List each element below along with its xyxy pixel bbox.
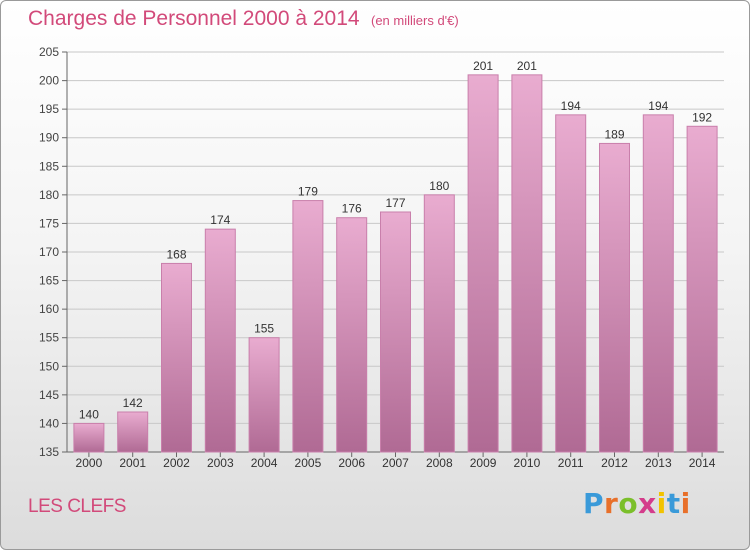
proxiti-logo: Proxiti <box>583 487 691 520</box>
y-tick-label: 205 <box>39 45 59 59</box>
bar-value-label: 194 <box>648 99 668 113</box>
y-tick-label: 185 <box>39 159 59 173</box>
logo-letter: P <box>583 487 605 520</box>
y-tick-label: 195 <box>39 102 59 116</box>
logo-letter: o <box>618 487 639 520</box>
bar-value-label: 177 <box>385 196 405 210</box>
x-tick-label: 2000 <box>76 456 103 470</box>
logo-letter: t <box>666 487 681 520</box>
bar <box>161 262 192 453</box>
y-tick-label: 175 <box>39 216 59 230</box>
bar <box>248 337 280 453</box>
place-name: LES CLEFS <box>28 496 126 517</box>
y-tick-label: 160 <box>39 302 59 316</box>
bar <box>555 114 587 453</box>
bar <box>117 411 149 453</box>
x-tick-label: 2008 <box>426 456 453 470</box>
bar <box>336 217 368 453</box>
y-tick-label: 135 <box>39 445 59 459</box>
bar-value-label: 194 <box>561 99 581 113</box>
bar <box>686 125 718 453</box>
bar <box>423 194 455 453</box>
bar <box>204 228 236 453</box>
y-tick-label: 200 <box>39 74 59 88</box>
y-tick-label: 165 <box>39 274 59 288</box>
x-tick-label: 2001 <box>119 456 146 470</box>
x-tick-label: 2006 <box>338 456 365 470</box>
bar-value-label: 142 <box>123 396 143 410</box>
bar-value-label: 140 <box>79 407 99 421</box>
bar <box>380 211 411 453</box>
bar-value-label: 180 <box>429 179 449 193</box>
logo-letter: x <box>638 487 657 520</box>
bars <box>73 74 718 453</box>
bar-value-label: 201 <box>473 59 493 73</box>
y-tick-label: 190 <box>39 131 59 145</box>
bar-value-label: 192 <box>692 110 712 124</box>
x-tick-label: 2004 <box>251 456 278 470</box>
bar-value-label: 176 <box>342 202 362 216</box>
x-tick-label: 2007 <box>382 456 409 470</box>
bar <box>511 74 543 453</box>
y-tick-label: 145 <box>39 388 59 402</box>
bar-value-label: 201 <box>517 59 537 73</box>
bar-value-label: 155 <box>254 322 274 336</box>
y-tick-label: 140 <box>39 416 59 430</box>
y-tick-label: 150 <box>39 359 59 373</box>
chart-unit: (en milliers d'€) <box>371 13 459 28</box>
x-tick-label: 2005 <box>295 456 322 470</box>
x-tick-label: 2009 <box>470 456 497 470</box>
bar-value-label: 174 <box>210 213 230 227</box>
bar <box>642 114 674 453</box>
bar-value-label: 168 <box>166 247 186 261</box>
bar <box>599 142 630 453</box>
bar <box>292 200 324 453</box>
y-tick-label: 170 <box>39 245 59 259</box>
bar-value-label: 179 <box>298 185 318 199</box>
x-tick-label: 2002 <box>163 456 190 470</box>
logo-letter: i <box>680 487 691 520</box>
y-tick-label: 180 <box>39 188 59 202</box>
x-tick-label: 2014 <box>689 456 716 470</box>
chart-title: Charges de Personnel 2000 à 2014 <box>28 7 360 30</box>
labels: 135 140 145 150 155 160 165 170 175 180 185 190 195 2… <box>39 45 716 470</box>
bar-value-label: 189 <box>604 127 624 141</box>
bar <box>467 74 499 453</box>
x-tick-label: 2010 <box>514 456 541 470</box>
bar <box>73 422 105 453</box>
logo-letter: r <box>604 487 619 520</box>
x-tick-label: 2003 <box>207 456 234 470</box>
x-tick-label: 2011 <box>558 456 584 470</box>
logo-letter: i <box>656 487 667 520</box>
y-tick-label: 155 <box>39 331 59 345</box>
x-tick-label: 2012 <box>601 456 628 470</box>
x-tick-label: 2013 <box>645 456 672 470</box>
